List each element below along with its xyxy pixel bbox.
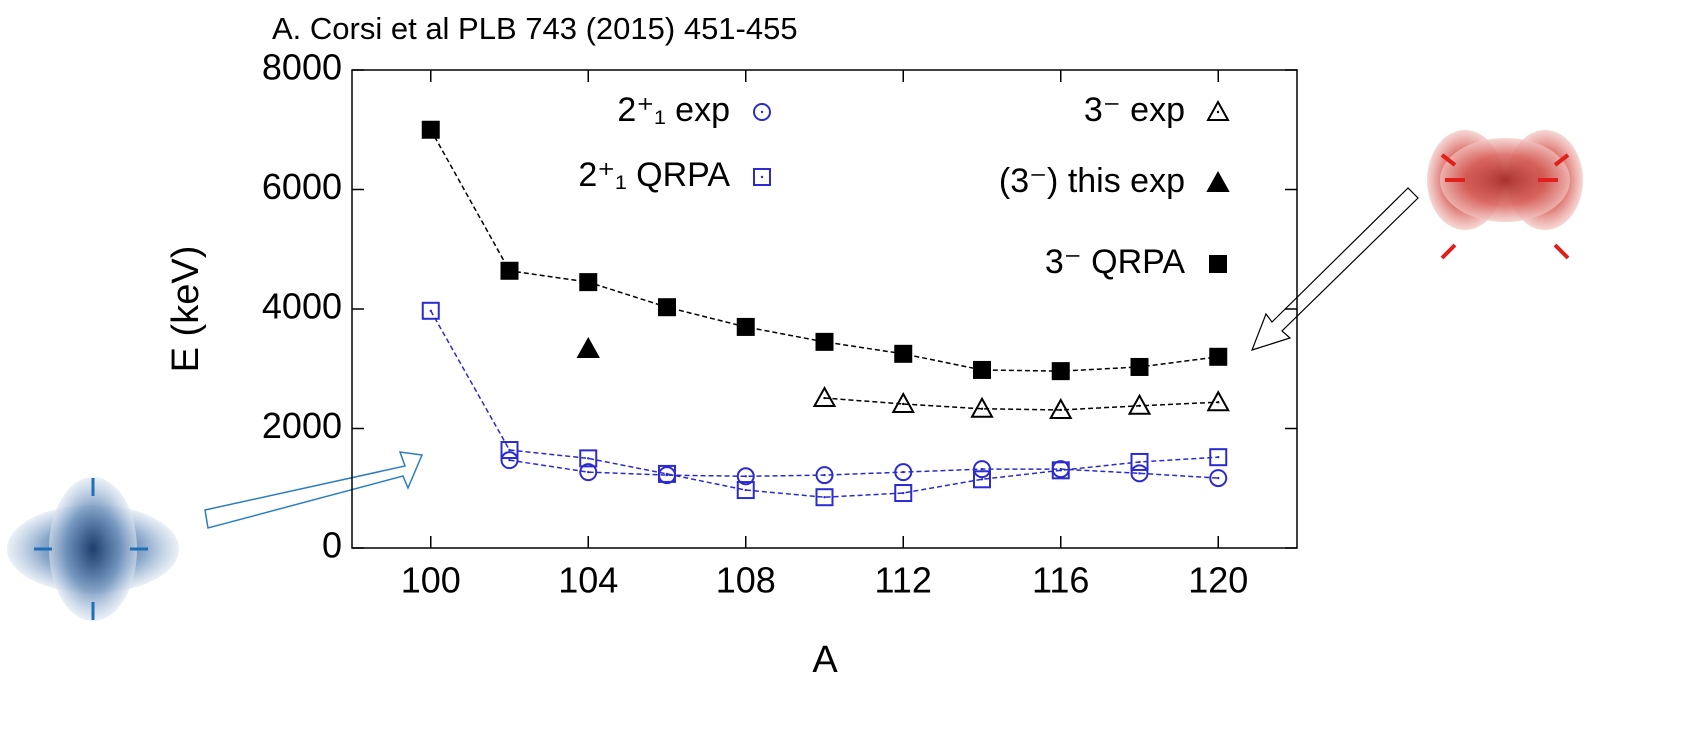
data-point [815, 488, 834, 507]
data-point-dot [744, 488, 747, 492]
data-point-dot [980, 407, 984, 410]
data-point-dot [429, 309, 432, 312]
data-point [1127, 393, 1152, 415]
data-point [579, 463, 598, 482]
data-point [1049, 397, 1073, 419]
data-point [658, 464, 676, 483]
data-point-dot [1138, 404, 1141, 407]
data-point [736, 317, 755, 336]
data-point-dot [665, 472, 669, 476]
data-point-dot [1217, 455, 1220, 459]
red-nucleus-icon [1427, 130, 1583, 260]
legend-marker [1209, 255, 1227, 273]
data-point [736, 481, 755, 500]
data-point [894, 484, 913, 503]
data-point-dot [587, 457, 590, 460]
data-point [421, 301, 440, 320]
data-point [973, 460, 991, 479]
data-point-dot [902, 491, 905, 495]
data-point-dot [980, 478, 984, 481]
data-point [579, 449, 598, 468]
data-point [500, 261, 519, 280]
data-point [421, 120, 440, 139]
data-point [1130, 452, 1149, 471]
legend-marker-dot [760, 110, 764, 114]
y-tick-label: 4000 [262, 286, 342, 327]
data-point [658, 298, 676, 317]
data-point-dot [823, 496, 826, 499]
blue-nucleus-icon [7, 477, 179, 621]
data-point [970, 396, 994, 418]
series-line [509, 459, 1219, 479]
x-tick-label: 116 [1032, 560, 1089, 601]
data-point-dot [1138, 460, 1141, 464]
legend-marker [753, 103, 771, 121]
x-tick-label: 108 [716, 560, 776, 601]
data-point [815, 332, 834, 351]
data-point-dot [1217, 401, 1220, 404]
data-point [1209, 347, 1228, 366]
x-tick-label: 120 [1188, 560, 1248, 601]
data-point-dot [1059, 469, 1062, 472]
data-point [1051, 362, 1070, 381]
x-tick-label: 100 [401, 560, 461, 601]
series-line [430, 310, 1219, 498]
legend-marker-dot [1216, 110, 1220, 114]
y-axis-label: E (keV) [165, 246, 207, 373]
data-point [500, 441, 519, 460]
data-point [1206, 390, 1230, 412]
data-point-dot [1217, 476, 1220, 480]
legend-label: 3⁻ QRPA [1045, 243, 1185, 281]
data-point-dot [508, 458, 511, 462]
legend-marker [1206, 170, 1230, 192]
legend-marker-dot [760, 175, 764, 179]
data-point-dot [823, 473, 826, 477]
data-point-dot [744, 475, 747, 478]
y-tick-label: 2000 [262, 405, 342, 446]
data-point [891, 391, 915, 414]
data-point [894, 344, 913, 363]
annotation: A. Corsi et al PLB 743 (2015) 451-455 [272, 11, 798, 46]
data-point [815, 466, 834, 485]
data-point-dot [508, 448, 511, 452]
data-point [1209, 448, 1228, 467]
y-tick-label: 6000 [262, 166, 342, 207]
data-point-dot [1059, 408, 1062, 412]
data-point [812, 385, 837, 408]
data-point-dot [902, 402, 905, 406]
data-point [579, 273, 598, 292]
y-tick-label: 0 [322, 525, 342, 566]
x-tick-label: 104 [558, 560, 618, 601]
data-point [576, 336, 600, 359]
blue-arrow [204, 451, 424, 529]
data-point [1130, 357, 1149, 376]
legend-label: (3⁻) this exp [999, 162, 1185, 200]
black-arrow [1250, 187, 1419, 351]
legend-label: 3⁻ exp [1084, 91, 1185, 129]
x-axis-label: A [812, 639, 838, 681]
data-point [1130, 464, 1149, 483]
data-point [1209, 469, 1228, 488]
data-point-dot [902, 470, 905, 474]
series-line [824, 397, 1219, 411]
data-point [736, 467, 755, 486]
data-point [973, 360, 991, 379]
data-point [973, 470, 991, 489]
data-point-dot [980, 467, 984, 471]
data-point-dot [587, 470, 590, 474]
y-tick-label: 8000 [262, 47, 342, 88]
data-point [894, 463, 913, 482]
data-point-dot [1138, 472, 1141, 475]
legend-label: 2⁺₁ exp [617, 91, 730, 129]
data-point [500, 451, 519, 470]
data-point [1051, 461, 1070, 480]
legend-marker [1206, 99, 1230, 121]
legend-label: 2⁺₁ QRPA [578, 156, 730, 194]
legend-marker [753, 168, 771, 186]
data-point-dot [823, 396, 826, 400]
x-tick-label: 112 [875, 560, 932, 601]
